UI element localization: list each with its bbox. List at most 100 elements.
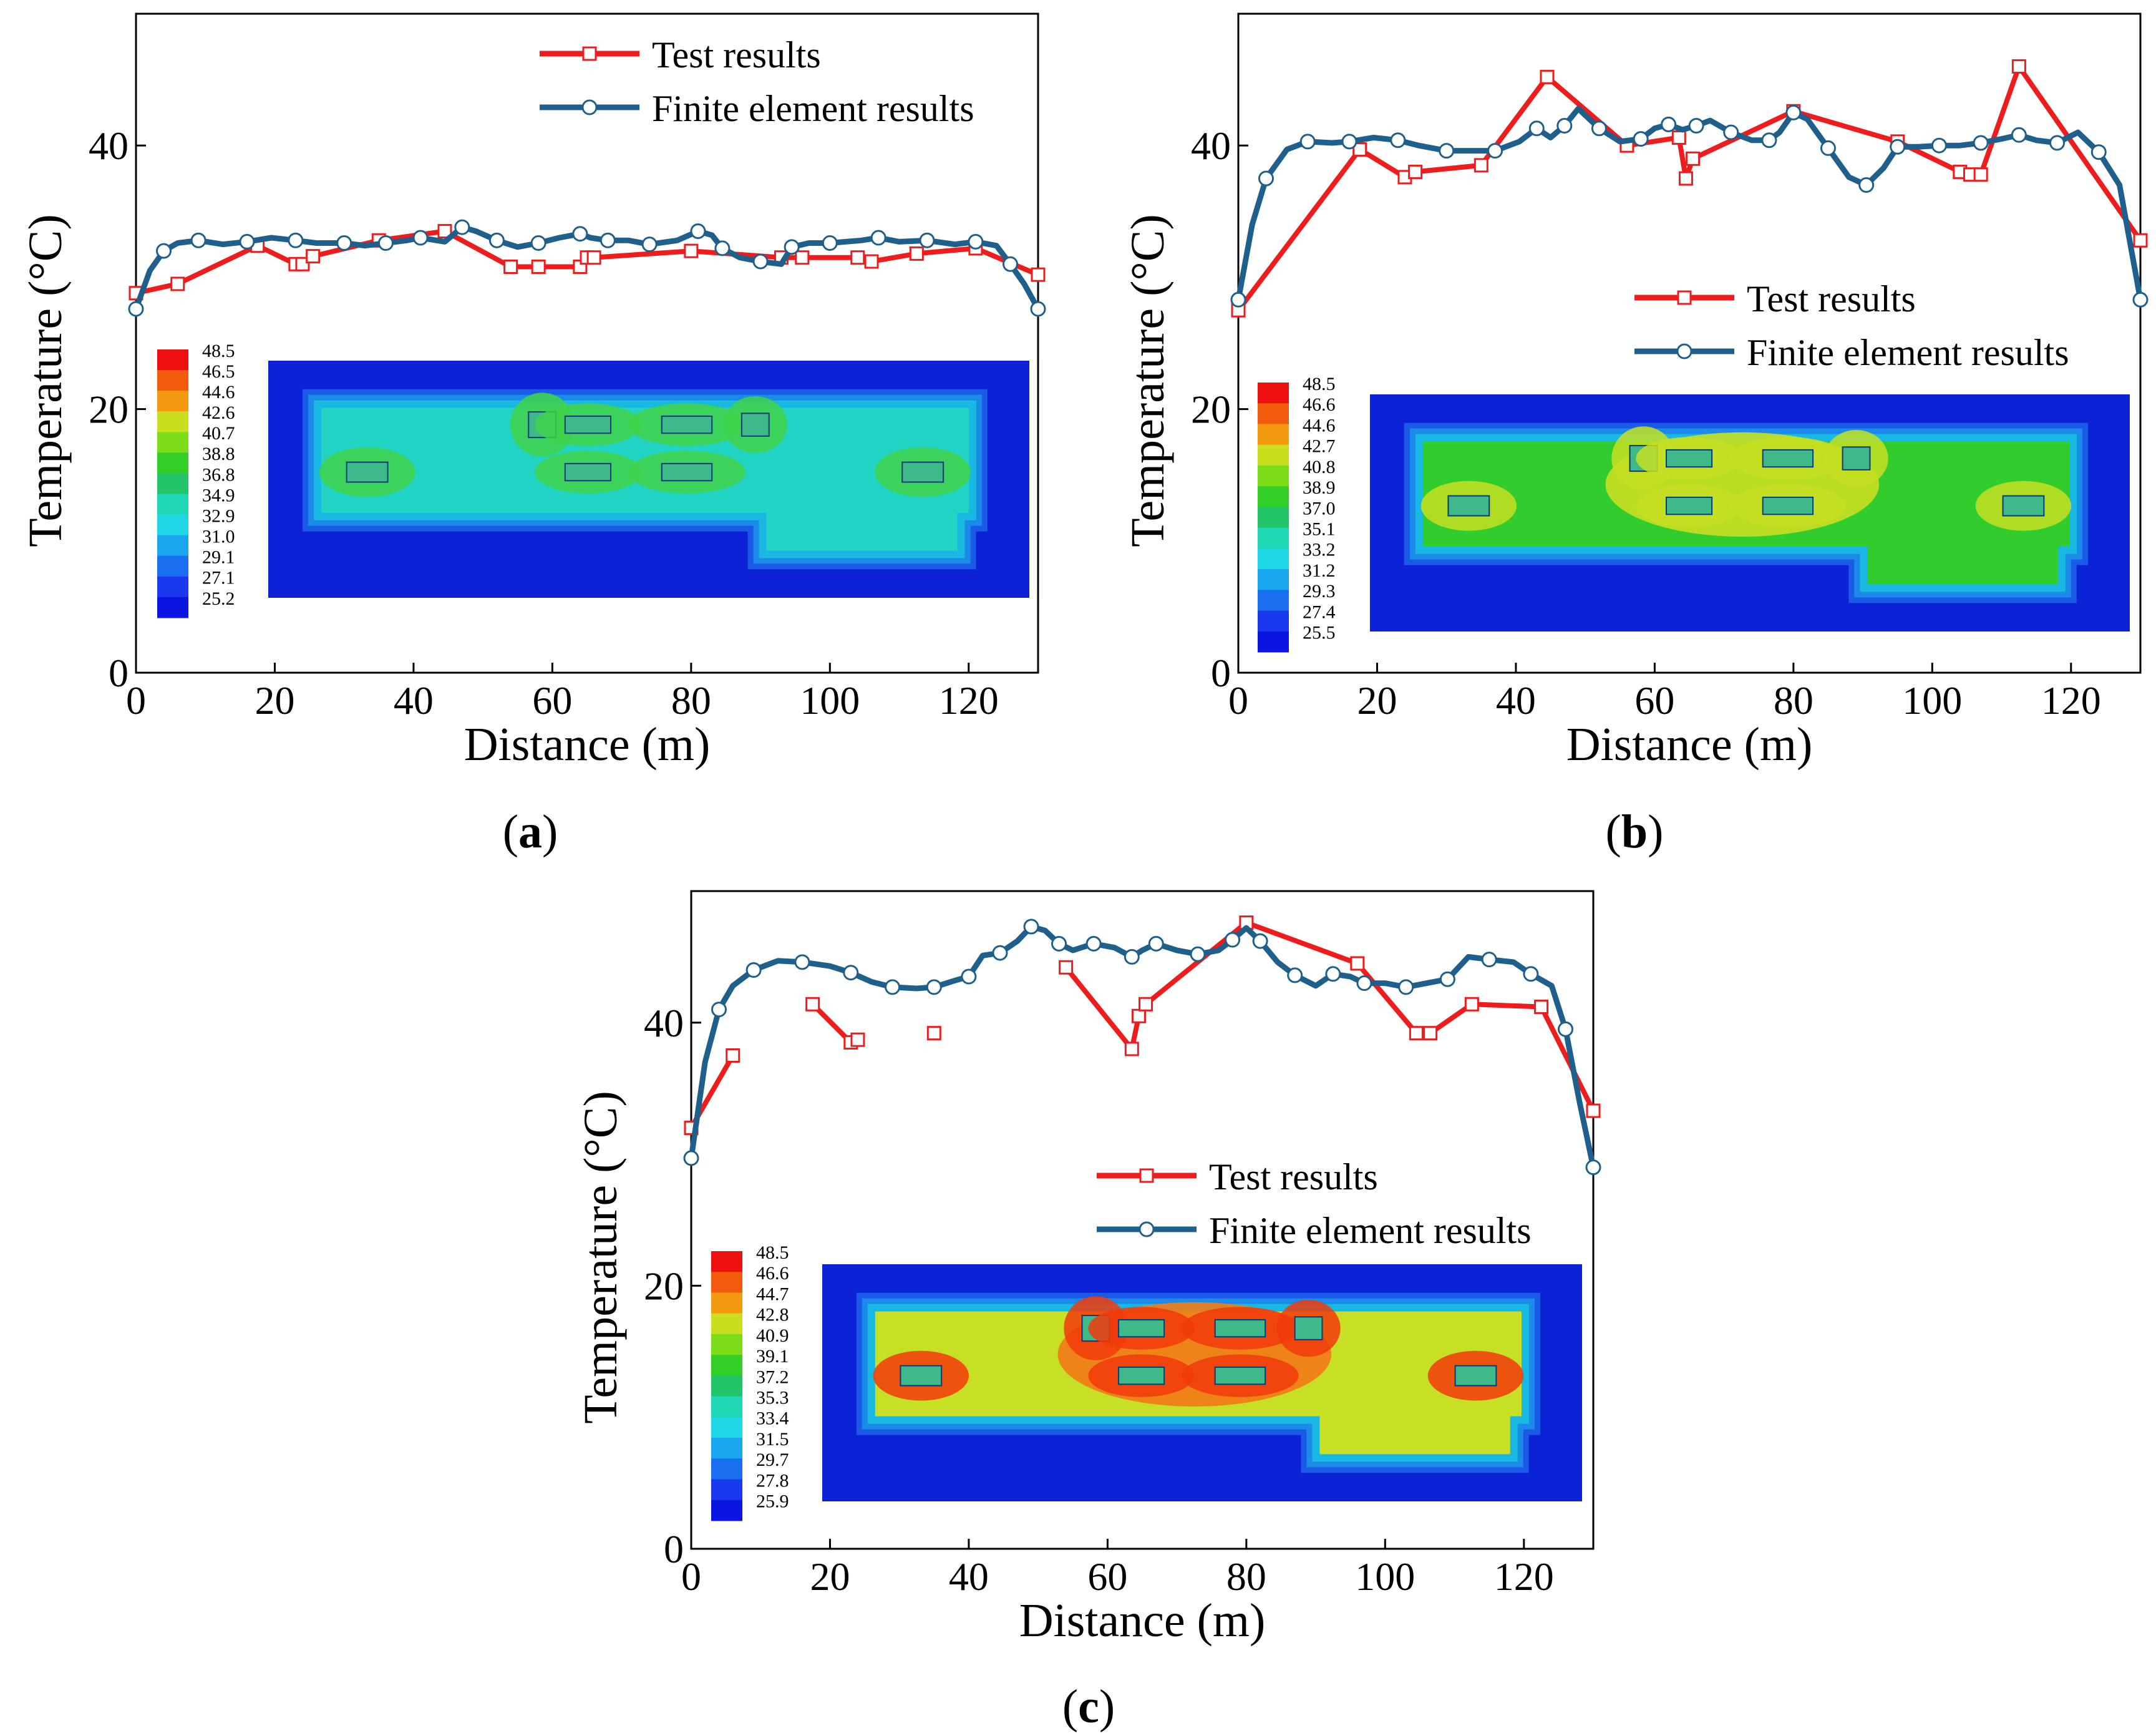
data-point [919,232,935,248]
panel-label-part: ) [542,806,558,858]
colorbar-label: 44.7 [756,1284,789,1304]
panel-c: 48.546.644.742.840.939.137.235.333.431.5… [575,890,1601,1733]
x-tick-label: 100 [800,678,860,723]
colorbar-label: 27.4 [1303,602,1336,622]
data-point [822,235,838,251]
data-point [1059,960,1074,975]
data-point [805,997,820,1012]
data-point [1528,120,1545,137]
data-point [1439,143,1455,159]
data-point [2011,127,2027,143]
colorbar-label: 38.8 [202,444,235,464]
colorbar-swatch [157,576,188,598]
colorbar-swatch [1258,486,1289,507]
data-point [1030,301,1046,317]
data-point [1723,124,1739,140]
colorbar-swatch [711,1251,742,1272]
panel-label-part: ( [1062,1680,1078,1733]
contour-equipment [1842,446,1871,471]
panel-label-part: ) [1648,806,1663,858]
colorbar-label: 37.2 [756,1367,789,1387]
data-point [1258,170,1274,187]
panel-label: (b) [1606,806,1664,858]
contour-equipment [1666,449,1713,468]
data-point [1671,130,1686,145]
colorbar-label: 31.5 [756,1429,789,1450]
data-point [1931,137,1947,154]
data-point [1534,1000,1549,1015]
x-tick-label: 40 [1496,678,1536,723]
colorbar-label: 46.6 [1303,394,1336,415]
data-point [795,250,810,265]
data-point [1481,952,1497,968]
panel-label-part: ( [503,806,518,858]
data-point [1858,177,1875,193]
data-point [1003,256,1019,272]
data-point [690,223,706,239]
legend-label: Test results [652,34,821,76]
colorbar-swatch [1258,383,1289,404]
x-tick-label: 40 [394,678,434,723]
data-point [909,246,924,261]
contour-equipment [1666,496,1713,515]
data-point [503,260,518,275]
colorbar-swatch [711,1438,742,1459]
colorbar-swatch [157,535,188,557]
data-point [454,219,470,235]
x-tick-label: 60 [1634,678,1674,723]
legend-label: Test results [1747,278,1916,319]
colorbar-swatch [1258,610,1289,632]
data-point [155,243,172,259]
data-point [1230,291,1246,308]
data-point [531,260,546,275]
data-point [1409,1026,1424,1041]
data-point [377,235,394,251]
data-point [1556,118,1573,134]
contour-equipment [1294,1316,1323,1340]
colorbar-swatch [711,1313,742,1335]
data-point [745,962,762,978]
colorbar-label: 48.5 [1303,374,1336,394]
x-tick-label: 0 [681,1554,701,1599]
data-point [1325,966,1341,982]
data-point [1890,139,1906,155]
colorbar-label: 44.6 [202,382,235,402]
x-tick-label: 0 [126,678,146,723]
colorbar-swatch [711,1479,742,1501]
contour-map [1370,394,2130,631]
x-tick-label: 100 [1355,1554,1415,1599]
data-point [1439,971,1455,987]
series-test-results [1231,59,2148,318]
contour-equipment [661,462,713,482]
data-point [1252,933,1268,949]
colorbar: 48.546.644.642.740.838.937.035.133.231.2… [1258,374,1336,653]
data-point [726,1048,741,1063]
contour-equipment [564,462,611,482]
plot-frame [1237,12,2142,674]
colorbar-label: 36.8 [202,464,235,485]
data-point [1225,932,1241,948]
legend: Test results Finite element results [1097,1156,1532,1251]
panel-label-part: ) [1099,1680,1115,1733]
data-point [2133,233,2148,248]
data-point [190,232,206,248]
data-point [488,232,505,248]
colorbar-swatch [157,473,188,495]
colorbar-label: 37.0 [1303,498,1336,519]
data-point [1761,132,1777,149]
x-tick-label: 100 [1902,678,1962,723]
colorbar-label: 40.8 [1303,457,1336,477]
panel-label: (a) [503,806,558,858]
data-point [850,1032,865,1047]
data-point [864,254,879,269]
contour-equipment [741,412,770,437]
panel-label-part: c [1078,1680,1099,1733]
data-point [170,276,185,291]
colorbar-label: 46.5 [202,361,235,382]
data-point [870,230,886,246]
colorbar-swatch [157,452,188,474]
data-point [1131,1008,1146,1023]
x-tick-label: 120 [1494,1554,1554,1599]
data-point [1973,167,1988,182]
